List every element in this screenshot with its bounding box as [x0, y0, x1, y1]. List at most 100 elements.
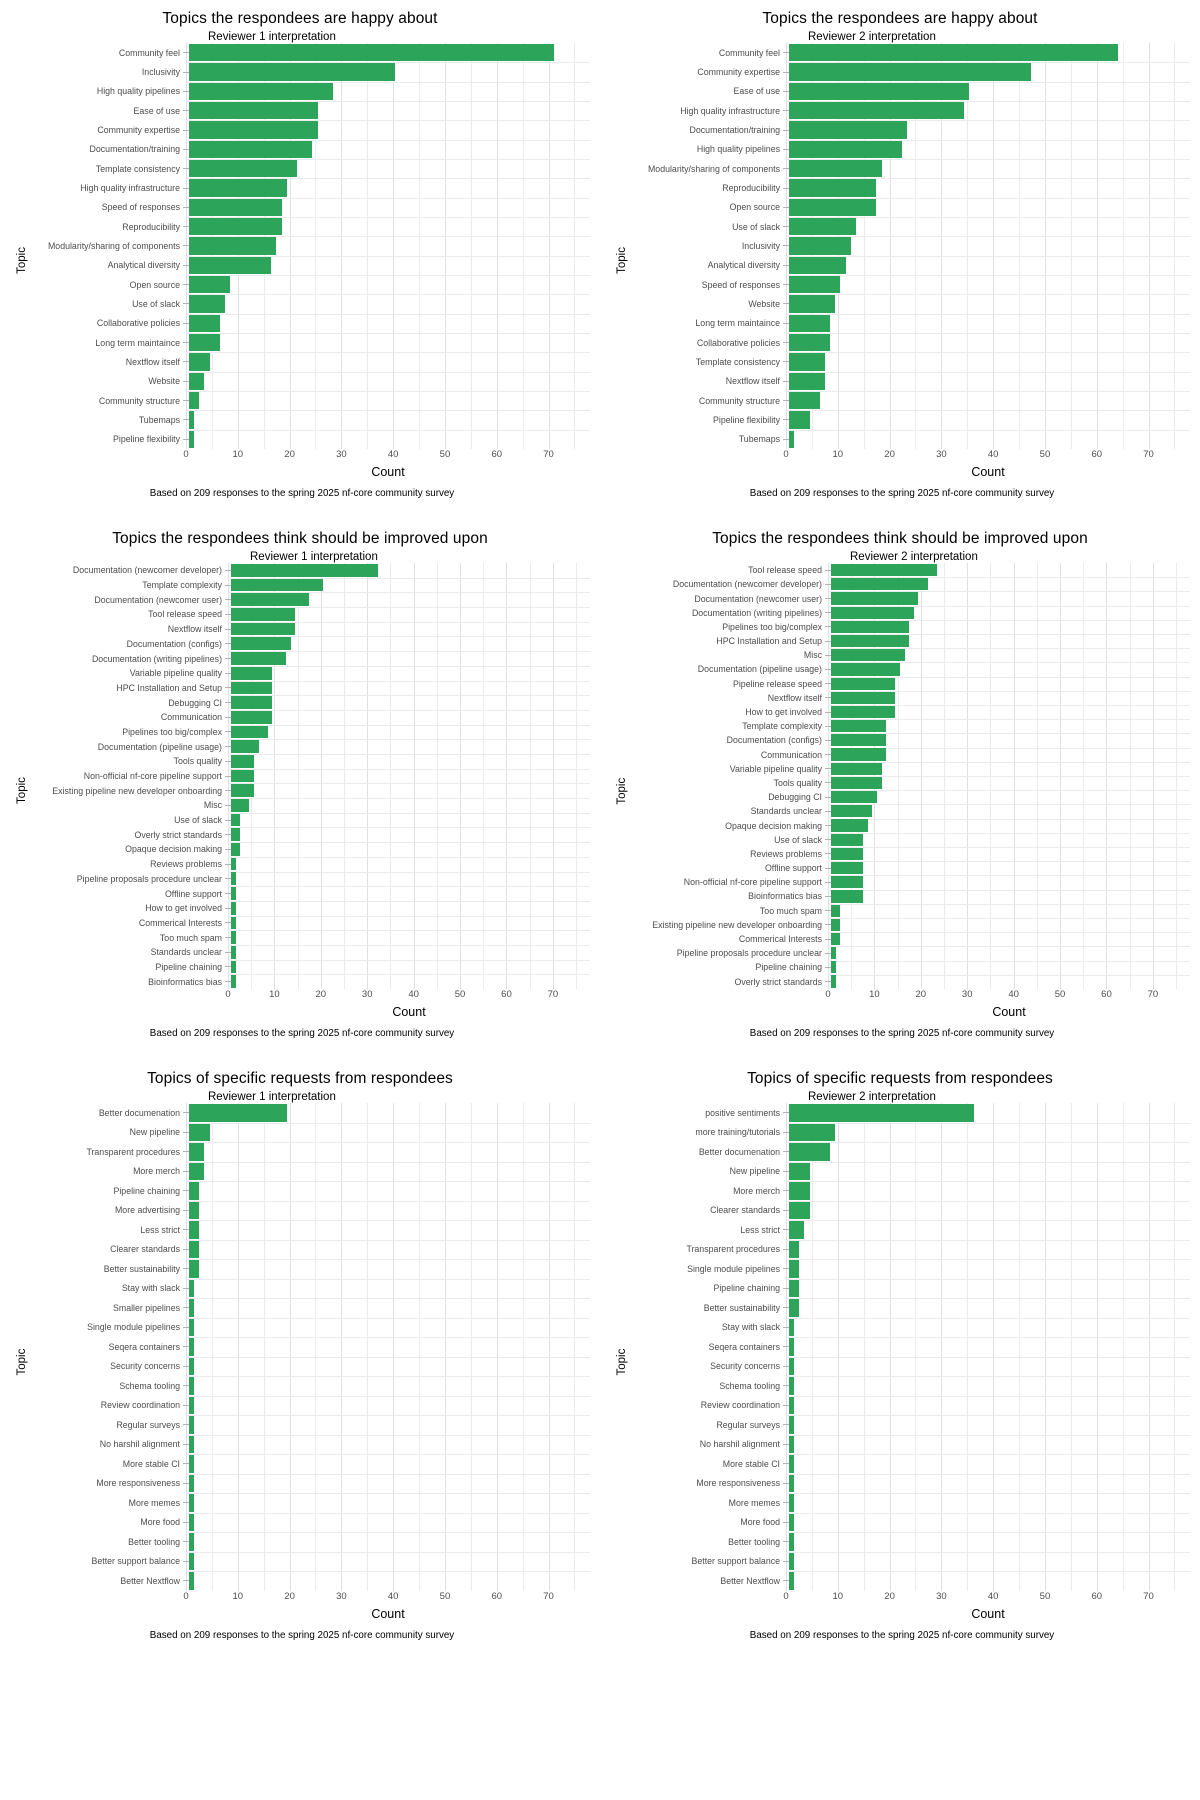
bar-row: Use of slack — [30, 813, 590, 828]
bar-row: Better tooling — [630, 1532, 1190, 1552]
bar — [789, 179, 877, 197]
category-label: Modularity/sharing of components — [647, 163, 780, 174]
bar-row: Documentation (newcomer user) — [30, 592, 590, 607]
bar-row: Pipeline chaining — [630, 960, 1190, 974]
x-axis-tick-label: 20 — [915, 988, 927, 1000]
bar-row: Analytical diversity — [630, 256, 1190, 275]
bar — [189, 295, 225, 313]
x-axis-tick-label: 20 — [884, 1590, 895, 1602]
category-label: Pipeline chaining — [713, 1283, 780, 1294]
bar-track — [789, 1396, 1190, 1416]
bar-track — [231, 651, 590, 666]
category-label: Overly strict standards — [134, 829, 222, 840]
bar — [189, 1143, 205, 1161]
x-axis-tick-label: 50 — [439, 448, 451, 460]
y-axis-title: Topic — [616, 1348, 628, 1376]
panel-title: Topics the respondees think should be im… — [112, 530, 488, 547]
bar-track — [189, 1240, 590, 1260]
category-label: Offline support — [764, 863, 822, 874]
category-label: Transparent procedures — [686, 1244, 780, 1255]
bar-track — [831, 932, 1190, 946]
x-axis-spacer — [30, 449, 186, 464]
bar-track — [789, 101, 1190, 120]
x-axis-ticks: 0 10 20 30 40 50 60 70 — [225, 989, 590, 1004]
bar-track — [789, 1532, 1190, 1552]
bar-track — [231, 725, 590, 740]
bar-row: Pipelines too big/complex — [630, 620, 1190, 634]
bar-row: Pipelines too big/complex — [30, 725, 590, 740]
bar-track — [789, 236, 1190, 255]
category-label: More responsiveness — [96, 1478, 180, 1489]
bar-row: Community expertise — [30, 120, 590, 139]
bar-track — [189, 1552, 590, 1572]
bar-row: Single module pipelines — [630, 1259, 1190, 1279]
bar-track — [789, 1415, 1190, 1435]
x-axis-title: Count — [371, 1606, 405, 1621]
bar — [789, 295, 836, 313]
bar — [789, 275, 841, 294]
x-axis-title: Count — [971, 1606, 1005, 1621]
bar — [189, 1338, 195, 1356]
bar-track — [831, 634, 1190, 648]
bar-track — [831, 833, 1190, 847]
bar-track — [231, 857, 590, 872]
bar-row: Tool release speed — [30, 607, 590, 622]
x-axis-tick-label: 0 — [183, 448, 189, 460]
bar-row: Collaborative policies — [30, 314, 590, 333]
bar-row: Less strict — [630, 1220, 1190, 1240]
bar — [789, 140, 903, 159]
bar-track — [231, 695, 590, 710]
bar — [189, 140, 313, 159]
bar-row: More stable CI — [30, 1454, 590, 1474]
bar-row: Pipeline proposals procedure unclear — [30, 871, 590, 886]
category-label: Modularity/sharing of components — [47, 240, 180, 251]
bar-row: Pipeline chaining — [30, 1181, 590, 1201]
bar-row: Review coordination — [30, 1396, 590, 1416]
x-axis-title: Count — [392, 1004, 426, 1019]
bar-track — [831, 804, 1190, 818]
x-axis-tick-label: 40 — [987, 448, 999, 460]
y-axis-title: Topic — [616, 777, 628, 805]
bar — [231, 813, 241, 827]
bar-row: Template complexity — [630, 719, 1190, 733]
category-label: Tool release speed — [748, 565, 822, 576]
bar-track — [231, 945, 590, 960]
bar-track — [189, 1201, 590, 1221]
x-axis-tick-label: 40 — [387, 1590, 399, 1602]
category-label: More food — [140, 1517, 180, 1528]
category-label: How to get involved — [745, 707, 822, 718]
bar-track — [231, 871, 590, 886]
bar-row: More stable CI — [630, 1454, 1190, 1474]
bar-track — [789, 1571, 1190, 1591]
bar-track — [189, 82, 590, 101]
bar-track — [189, 1181, 590, 1201]
bar-track — [789, 1240, 1190, 1260]
category-label: Tubemaps — [738, 434, 780, 445]
bar — [189, 179, 287, 197]
category-label: Nextflow itself — [167, 624, 222, 635]
bar-row: Nextflow itself — [30, 352, 590, 371]
category-label: Better tooling — [128, 1536, 180, 1547]
bar — [789, 1552, 795, 1571]
bar-track — [789, 1259, 1190, 1279]
category-label: HPC Installation and Setup — [116, 682, 222, 693]
panel-subtitle: Reviewer 1 interpretation — [250, 551, 378, 564]
bar-row: Pipeline flexibility — [630, 410, 1190, 429]
bar-row: more training/tutorials — [630, 1123, 1190, 1143]
bar — [831, 762, 882, 775]
category-label: Long term maintaince — [95, 337, 180, 348]
category-label: Tool release speed — [148, 609, 222, 620]
bar-track — [789, 140, 1190, 159]
bar-row: Schema tooling — [630, 1376, 1190, 1396]
bar-row: Better support balance — [630, 1552, 1190, 1572]
bar-track — [789, 1376, 1190, 1396]
bar-track — [189, 140, 590, 159]
x-axis-tick-label: 0 — [783, 448, 789, 460]
category-label: Standards unclear — [750, 806, 822, 817]
category-label: Standards unclear — [150, 947, 222, 958]
bar-track — [831, 946, 1190, 960]
bar — [231, 564, 379, 577]
x-axis-tick-label: 50 — [439, 1590, 451, 1602]
category-label: Non-official nf-core pipeline support — [683, 877, 822, 888]
bar-track — [189, 1220, 590, 1240]
